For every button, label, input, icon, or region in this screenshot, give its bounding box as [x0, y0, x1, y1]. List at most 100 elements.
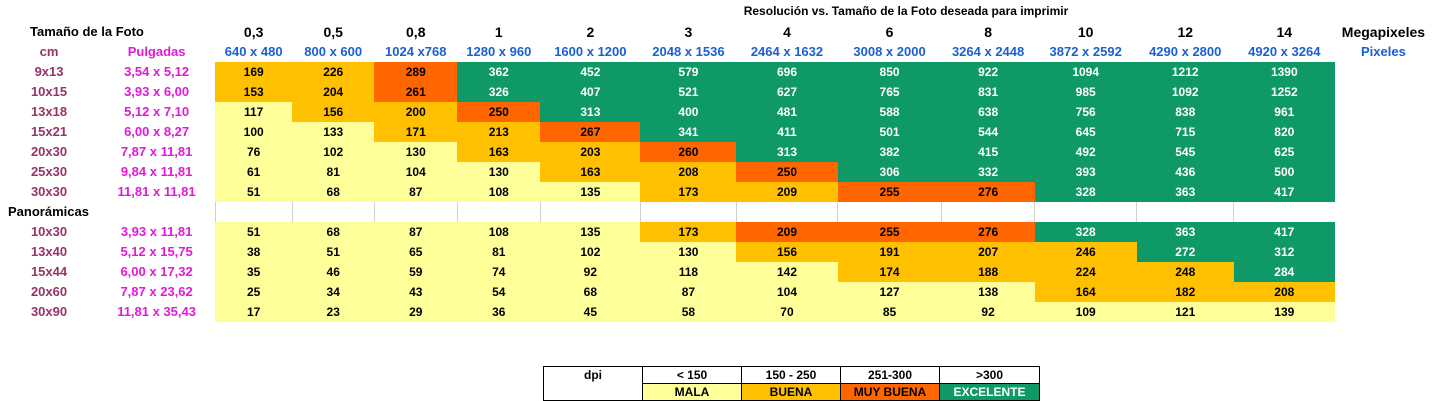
- dpi-cell: 328: [1034, 222, 1137, 242]
- dpi-cell: 213: [457, 122, 541, 142]
- dpi-cell: 163: [457, 142, 541, 162]
- dpi-cell: 87: [374, 182, 458, 202]
- dpi-cell: 500: [1233, 162, 1335, 182]
- dpi-cell: 171: [374, 122, 458, 142]
- size-inches: 6,00 x 8,27: [124, 124, 190, 139]
- size-inches: 7,87 x 23,62: [120, 284, 193, 299]
- dpi-cell: 208: [640, 162, 737, 182]
- dpi-cell: 130: [457, 162, 541, 182]
- dpi-cell: 224: [1034, 262, 1137, 282]
- megapixel-header: 3: [684, 24, 693, 40]
- dpi-cell: 452: [540, 62, 641, 82]
- dpi-cell: 207: [941, 242, 1035, 262]
- dpi-cell: 35: [215, 262, 293, 282]
- dpi-cell: 163: [540, 162, 641, 182]
- dpi-cell: 248: [1136, 262, 1234, 282]
- empty-cell: [291, 202, 375, 222]
- pixel-dimension-header: 2048 x 1536: [652, 44, 725, 59]
- dpi-cell: 104: [736, 282, 838, 302]
- dpi-cell: 382: [837, 142, 942, 162]
- size-cm: 10x15: [30, 84, 68, 99]
- size-cm: 20x30: [30, 144, 68, 159]
- empty-cell: [1335, 122, 1432, 142]
- size-inches: 5,12 x 7,10: [124, 104, 190, 119]
- dpi-cell: 312: [1233, 242, 1335, 262]
- dpi-cell: 313: [540, 102, 641, 122]
- legend-label-excelente: EXCELENTE: [939, 383, 1040, 401]
- empty-cell: [1335, 302, 1432, 322]
- empty-cell: [837, 202, 942, 222]
- empty-cell: [941, 202, 1035, 222]
- dpi-cell: 1390: [1233, 62, 1335, 82]
- dpi-cell: 341: [640, 122, 737, 142]
- dpi-cell: 191: [837, 242, 942, 262]
- dpi-cell: 127: [837, 282, 942, 302]
- dpi-cell: 208: [1233, 282, 1335, 302]
- size-cm: 30x30: [30, 184, 68, 199]
- table-title: Resolución vs. Tamaño de la Foto deseada…: [743, 4, 1069, 18]
- dpi-cell: 118: [640, 262, 737, 282]
- dpi-cell: 34: [292, 282, 375, 302]
- size-column-header: Tamaño de la Foto: [30, 24, 144, 39]
- dpi-cell: 544: [941, 122, 1035, 142]
- dpi-cell: 74: [457, 262, 541, 282]
- dpi-cell: 985: [1034, 82, 1137, 102]
- dpi-cell: 332: [941, 162, 1035, 182]
- legend-label-mala: MALA: [642, 383, 742, 401]
- dpi-cell: 326: [457, 82, 541, 102]
- dpi-cell: 173: [640, 182, 737, 202]
- dpi-cell: 130: [640, 242, 737, 262]
- dpi-cell: 139: [1233, 302, 1335, 322]
- empty-cell: [1034, 202, 1137, 222]
- table-row: 30x30 11,81 x 11,81 51 68 87 108 135 173 209 255 2…: [0, 182, 1432, 202]
- size-inches: 7,87 x 11,81: [120, 144, 193, 159]
- dpi-cell: 36: [457, 302, 541, 322]
- dpi-cell: 255: [837, 222, 942, 242]
- dpi-cell: 173: [640, 222, 737, 242]
- size-inches: 3,54 x 5,12: [124, 64, 190, 79]
- dpi-cell: 68: [540, 282, 641, 302]
- empty-cell: [214, 202, 293, 222]
- pixel-dimension-header: 3008 x 2000: [853, 44, 926, 59]
- table-row: 13x18 5,12 x 7,10 117 156 200 250 313 400 481 588…: [0, 102, 1432, 122]
- dpi-cell: 188: [941, 262, 1035, 282]
- dpi-cell: 164: [1034, 282, 1137, 302]
- pixel-dimension-header: 4920 x 3264: [1248, 44, 1321, 59]
- dpi-cell: 81: [457, 242, 541, 262]
- dpi-cell: 363: [1136, 182, 1234, 202]
- dpi-cell: 579: [640, 62, 737, 82]
- pixel-dimension-header: 1280 x 960: [466, 44, 532, 59]
- dpi-cell: 58: [640, 302, 737, 322]
- table-row: 10x30 3,93 x 11,81 51 68 87 108 135 173 209 255 27…: [0, 222, 1432, 242]
- size-cm: 9x13: [34, 64, 64, 79]
- dpi-cell: 625: [1233, 142, 1335, 162]
- dpi-cell: 182: [1136, 282, 1234, 302]
- pixel-dimension-header: 3872 x 2592: [1049, 44, 1122, 59]
- dpi-cell: 627: [736, 82, 838, 102]
- size-inches: 3,93 x 11,81: [120, 224, 193, 239]
- size-cm: 13x40: [30, 244, 68, 259]
- dpi-cell: 209: [736, 222, 838, 242]
- dpi-cell: 588: [837, 102, 942, 122]
- dpi-cell: 1212: [1136, 62, 1234, 82]
- legend-label-muy-buena: MUY BUENA: [840, 383, 940, 401]
- dpi-cell: 246: [1034, 242, 1137, 262]
- legend-table: dpi < 150 150 - 250 251-300 >300 MALA BU…: [543, 366, 1040, 401]
- pixels-unit-label: Pixeles: [1361, 44, 1406, 59]
- table-row: 13x40 5,12 x 15,75 38 51 65 81 102 130 156 191 207…: [0, 242, 1432, 262]
- dpi-cell: 521: [640, 82, 737, 102]
- size-cm: 10x30: [30, 224, 68, 239]
- dpi-cell: 59: [374, 262, 458, 282]
- dpi-cell: 638: [941, 102, 1035, 122]
- size-inches: 11,81 x 11,81: [117, 184, 196, 199]
- pixel-dimension-header: 4290 x 2800: [1149, 44, 1222, 59]
- dpi-cell: 363: [1136, 222, 1234, 242]
- dpi-cell: 261: [374, 82, 458, 102]
- dpi-cell: 153: [215, 82, 293, 102]
- table-row: 9x13 3,54 x 5,12 169 226 289 362 452 579 696 850 9…: [0, 62, 1432, 82]
- empty-cell: [1335, 202, 1432, 222]
- dpi-cell: 130: [374, 142, 458, 162]
- size-inches: 6,00 x 17,32: [120, 264, 193, 279]
- empty-cell: [1335, 282, 1432, 302]
- empty-cell: [373, 202, 458, 222]
